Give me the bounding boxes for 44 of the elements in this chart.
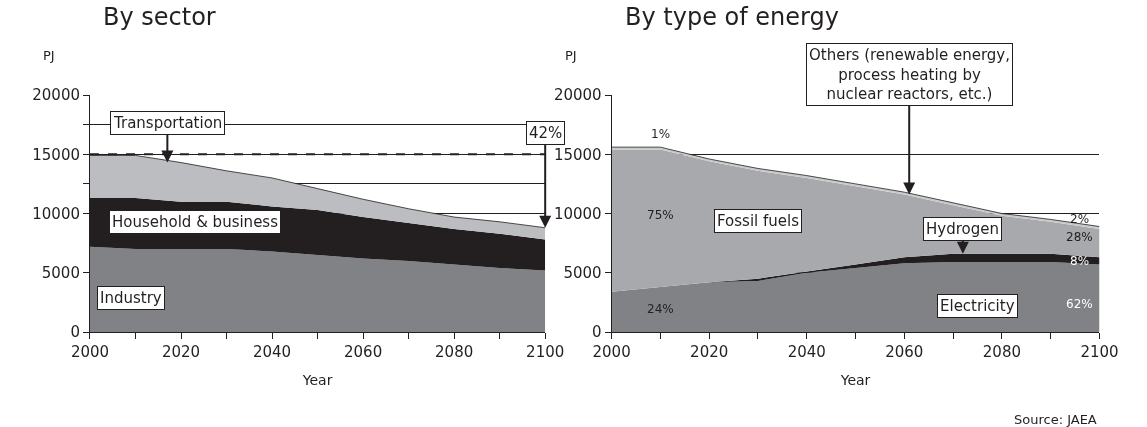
x-tick-label: 2080 (435, 343, 474, 361)
x-axis-title: Year (301, 372, 333, 389)
y-tick-label: 0 (592, 323, 602, 342)
x-tick-label: 2100 (1080, 343, 1119, 361)
y-tick-label: 15000 (553, 145, 602, 164)
annotation: Transportation (113, 114, 223, 132)
annotation: Others (renewable energy, process heating by nuclear reactors, etc.) (809, 46, 1011, 103)
y-tick-label: 20000 (32, 86, 80, 105)
chart-title: By type of energy (625, 3, 839, 31)
annotation: 28% (1066, 230, 1093, 244)
source-note: Source: JAEA (1014, 412, 1097, 427)
x-axis-title: Year (839, 372, 871, 389)
y-tick-label: 15000 (32, 145, 80, 164)
y-tick-label: 5000 (41, 264, 80, 282)
annotation: 62% (1066, 297, 1093, 311)
y-tick-label: 5000 (563, 264, 602, 282)
annotation: Hydrogen (926, 220, 999, 238)
annotation: Electricity (940, 297, 1015, 315)
x-tick-label: 2040 (252, 343, 292, 361)
chart-title: By sector (103, 3, 216, 31)
annotation: 8% (1070, 254, 1090, 268)
y-tick-label: 10000 (32, 204, 80, 223)
annotation: 42% (529, 124, 563, 142)
y-tick-label: 0 (70, 323, 80, 342)
x-tick-label: 2100 (526, 343, 565, 361)
annotation: 2% (1070, 212, 1090, 226)
x-tick-label: 2000 (70, 343, 110, 361)
annotation: Fossil fuels (717, 212, 800, 230)
x-tick-label: 2000 (592, 343, 631, 361)
x-tick-label: 2020 (690, 343, 729, 361)
x-tick-label: 2040 (787, 343, 826, 361)
annotation: Household & business (112, 213, 279, 231)
annotation: 24% (647, 302, 674, 316)
annotation: 75% (647, 208, 674, 222)
annotation: 1% (651, 127, 671, 141)
y-tick-label: 10000 (553, 204, 602, 223)
x-tick-label: 2080 (982, 343, 1022, 361)
y-axis-title: PJ (565, 48, 577, 63)
annotation: Industry (100, 289, 162, 307)
y-tick-label: 20000 (553, 86, 602, 105)
x-tick-label: 2020 (161, 343, 201, 361)
x-tick-label: 2060 (344, 343, 383, 361)
y-axis-title: PJ (43, 48, 55, 63)
x-tick-label: 2060 (885, 343, 924, 361)
